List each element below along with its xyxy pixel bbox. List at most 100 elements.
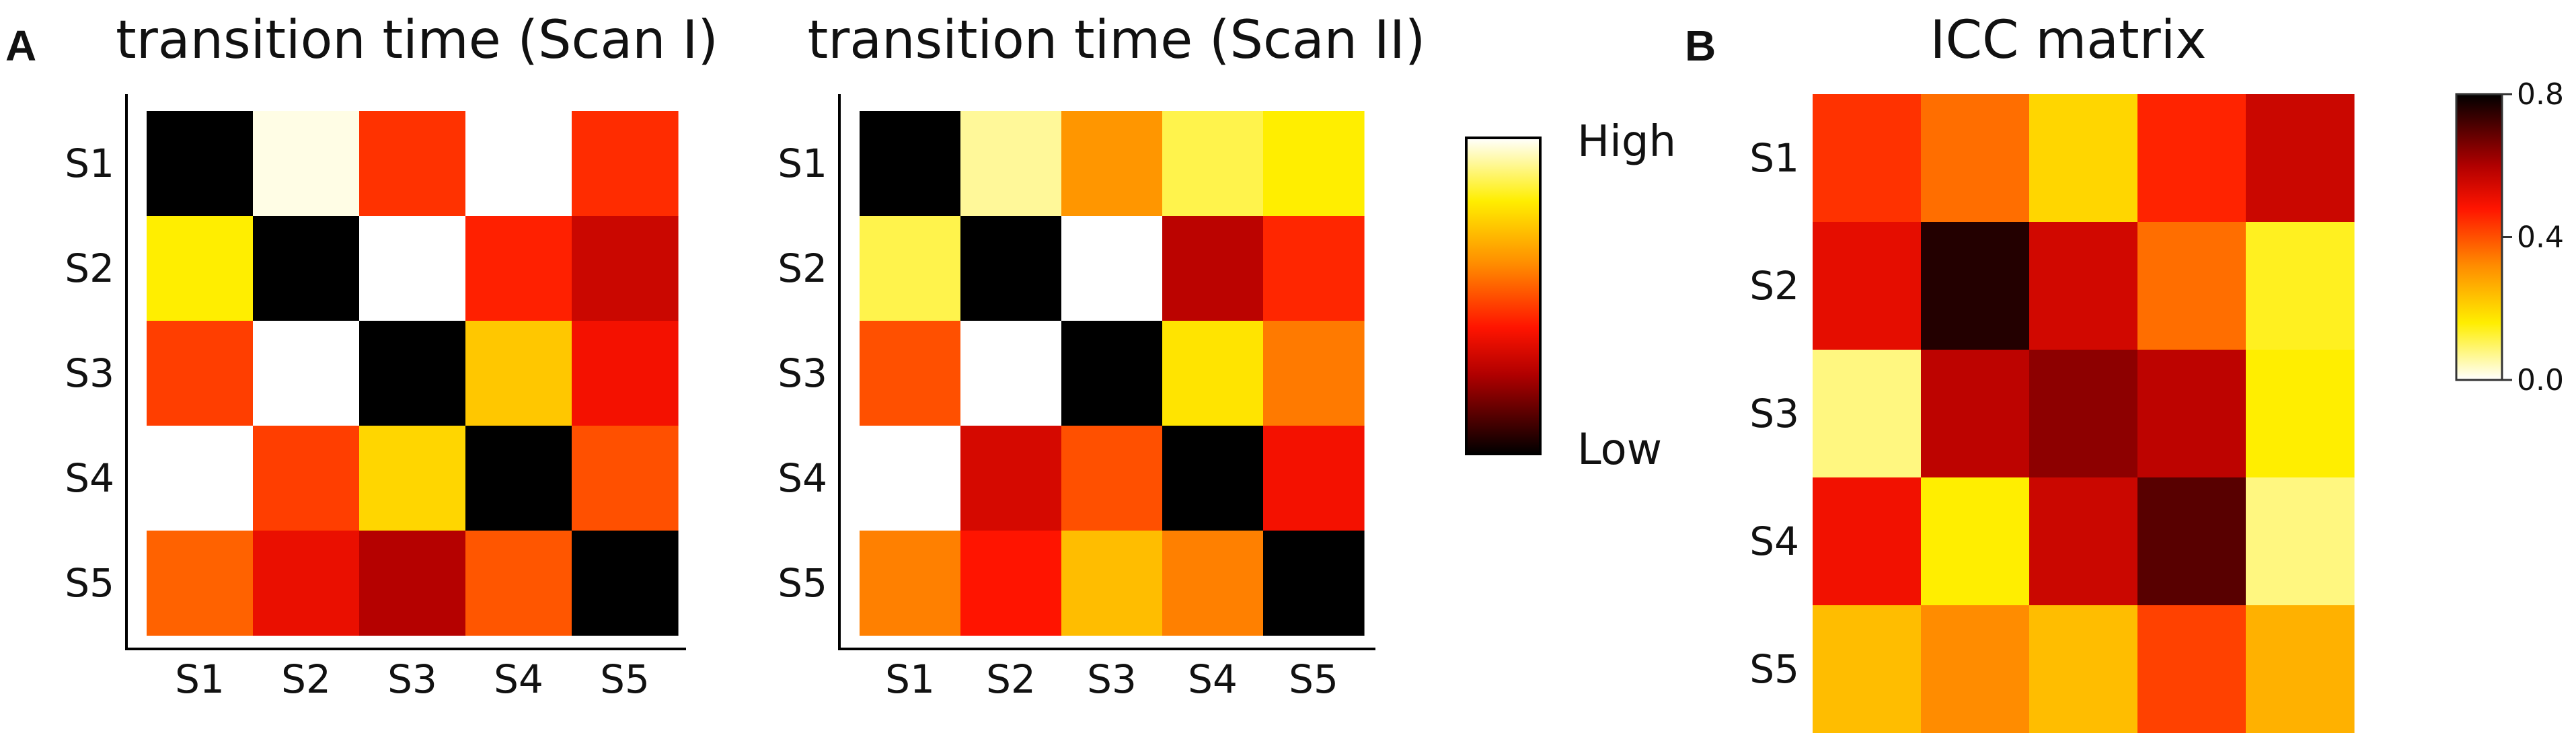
icc-cell-r3-c3 bbox=[2029, 350, 2138, 478]
heatmap-scan-1-tick-labels: S1 S2 S3 S4 S5 S1 S2 S3 S4 S5 bbox=[65, 141, 650, 702]
heatmap-icc: ICC matrix S1 S2 S3 S4 S5 bbox=[1749, 10, 2355, 733]
scan2-cell-r3-c5 bbox=[1263, 321, 1365, 426]
heatmap-icc-tick-labels: S1 S2 S3 S4 S5 bbox=[1749, 135, 1799, 692]
scan1-cell-r2-c3 bbox=[359, 216, 466, 321]
icc-cell-r5-c5 bbox=[2246, 605, 2355, 733]
scan2-row-label: S5 bbox=[778, 560, 827, 606]
icc-cell-r4-c3 bbox=[2029, 477, 2138, 606]
scan1-column-label: S3 bbox=[387, 656, 437, 702]
scan2-row-label: S1 bbox=[778, 141, 827, 186]
scan1-cell-r3-c5 bbox=[572, 321, 679, 426]
scan2-column-label: S2 bbox=[986, 656, 1036, 702]
scan2-cell-r5-c5 bbox=[1263, 531, 1365, 636]
scan2-cell-r4-c3 bbox=[1061, 426, 1163, 531]
scan1-cell-r1-c3 bbox=[359, 111, 466, 217]
colorbar-icc-gradient bbox=[2455, 93, 2503, 381]
scan2-cell-r1-c5 bbox=[1263, 111, 1365, 217]
scan2-cell-r1-c4 bbox=[1162, 111, 1264, 217]
scan1-column-label: S4 bbox=[494, 656, 543, 702]
scan1-cell-r4-c1 bbox=[147, 426, 254, 531]
scan2-cell-r2-c1 bbox=[860, 216, 961, 321]
icc-cell-r4-c5 bbox=[2246, 477, 2355, 606]
scan1-row-label: S4 bbox=[65, 455, 114, 501]
scan1-cell-r4-c3 bbox=[359, 426, 466, 531]
icc-cell-r5-c1 bbox=[1813, 605, 1922, 733]
scan1-cell-r1-c1 bbox=[147, 111, 254, 217]
colorbar-relative-gradient bbox=[1465, 137, 1542, 455]
icc-row-label: S5 bbox=[1749, 646, 1799, 692]
scan1-cell-r1-c4 bbox=[465, 111, 572, 217]
scan1-cell-r4-c2 bbox=[253, 426, 360, 531]
scan2-cell-r3-c2 bbox=[960, 321, 1062, 426]
icc-cell-r2-c2 bbox=[1921, 222, 2030, 350]
scan2-cell-r2-c3 bbox=[1061, 216, 1163, 321]
icc-cell-r5-c2 bbox=[1921, 605, 2030, 733]
scan2-cell-r4-c5 bbox=[1263, 426, 1365, 531]
icc-cell-r4-c2 bbox=[1921, 477, 2030, 606]
scan1-cell-r3-c3 bbox=[359, 321, 466, 426]
icc-row-label: S4 bbox=[1749, 518, 1799, 564]
icc-cell-r2-c3 bbox=[2029, 222, 2138, 350]
heatmap-scan-2: transition time (Scan II) S1 S2 S3 S4 S5 S1 S2… bbox=[778, 10, 1425, 702]
scan1-cell-r3-c2 bbox=[253, 321, 360, 426]
heatmap-scan-2-title: transition time (Scan II) bbox=[808, 10, 1426, 71]
scan2-cell-r4-c4 bbox=[1162, 426, 1264, 531]
scan1-cell-r5-c3 bbox=[359, 531, 466, 636]
heatmap-icc-title: ICC matrix bbox=[1930, 10, 2207, 71]
scan1-cell-r4-c5 bbox=[572, 426, 679, 531]
icc-cell-r5-c3 bbox=[2029, 605, 2138, 733]
scan1-cell-r1-c5 bbox=[572, 111, 679, 217]
scan2-cell-r2-c5 bbox=[1263, 216, 1365, 321]
icc-row-label: S3 bbox=[1749, 391, 1799, 436]
icc-cell-r2-c4 bbox=[2137, 222, 2246, 350]
scan1-cell-r3-c4 bbox=[465, 321, 572, 426]
scan2-row-label: S4 bbox=[778, 455, 827, 501]
colorbar-high-label: High bbox=[1577, 117, 1676, 167]
scan2-column-label: S3 bbox=[1087, 656, 1137, 702]
heatmap-scan-1-title: transition time (Scan I) bbox=[116, 10, 718, 71]
scan1-column-label: S1 bbox=[175, 656, 225, 702]
icc-cell-r1-c4 bbox=[2137, 94, 2246, 223]
scan1-row-label: S1 bbox=[65, 141, 114, 186]
icc-cell-r2-c5 bbox=[2246, 222, 2355, 350]
panel-letter-a: A bbox=[5, 22, 36, 70]
scan2-cell-r1-c2 bbox=[960, 111, 1062, 217]
scan1-cell-r2-c1 bbox=[147, 216, 254, 321]
scan1-cell-r2-c5 bbox=[572, 216, 679, 321]
scan1-cell-r5-c5 bbox=[572, 531, 679, 636]
icc-cell-r3-c2 bbox=[1921, 350, 2030, 478]
scan1-column-label: S2 bbox=[281, 656, 331, 702]
scan1-cell-r1-c2 bbox=[253, 111, 360, 217]
icc-cell-r1-c5 bbox=[2246, 94, 2355, 223]
scan1-column-label: S5 bbox=[600, 656, 650, 702]
icc-cell-r4-c1 bbox=[1813, 477, 1922, 606]
icc-cell-r4-c4 bbox=[2137, 477, 2246, 606]
scan2-cell-r5-c4 bbox=[1162, 531, 1264, 636]
heatmap-scan-2-tick-labels: S1 S2 S3 S4 S5 S1 S2 S3 S4 S5 bbox=[778, 141, 1338, 702]
scan2-column-label: S4 bbox=[1188, 656, 1238, 702]
icc-cell-r5-c4 bbox=[2137, 605, 2246, 733]
scan2-cell-r5-c1 bbox=[860, 531, 961, 636]
scan2-cell-r2-c4 bbox=[1162, 216, 1264, 321]
colorbar-icc-tick-label: 0.0 bbox=[2517, 363, 2564, 397]
heatmap-scan-2-cells bbox=[860, 111, 1365, 636]
scan1-cell-r3-c1 bbox=[147, 321, 254, 426]
colorbar-relative: High Low bbox=[1465, 117, 1676, 475]
icc-cell-r3-c4 bbox=[2137, 350, 2246, 478]
scan2-cell-r3-c4 bbox=[1162, 321, 1264, 426]
scan1-row-label: S3 bbox=[65, 350, 114, 396]
icc-cell-r2-c1 bbox=[1813, 222, 1922, 350]
scan2-column-label: S5 bbox=[1289, 656, 1338, 702]
icc-cell-r1-c3 bbox=[2029, 94, 2138, 223]
heatmap-icc-cells bbox=[1813, 94, 2355, 733]
colorbar-low-label: Low bbox=[1577, 425, 1662, 475]
scan1-cell-r4-c4 bbox=[465, 426, 572, 531]
heatmap-scan-2-axes bbox=[838, 94, 1375, 650]
heatmap-scan-1-cells bbox=[147, 111, 679, 636]
icc-cell-r1-c2 bbox=[1921, 94, 2030, 223]
scan2-cell-r1-c1 bbox=[860, 111, 961, 217]
scan2-cell-r3-c1 bbox=[860, 321, 961, 426]
heatmap-scan-1-axes bbox=[125, 94, 686, 650]
